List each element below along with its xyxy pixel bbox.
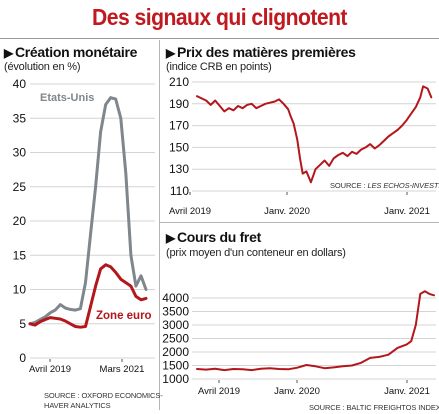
x-tick-label: Avril 2019 [169, 206, 211, 217]
page-title: Des signaux qui clignotent [92, 4, 347, 30]
panel-divider [159, 40, 160, 410]
x-tick-label: Avril 2019 [198, 386, 240, 397]
y-tick-label: 110 [170, 184, 189, 198]
y-tick-label: 40 [13, 77, 27, 91]
y-tick-label: 15 [13, 248, 27, 262]
series-label-zone-euro: Zone euro [96, 310, 152, 322]
left-title-text: Création monétaire [14, 44, 138, 60]
bottom-right-source: SOURCE : BALTIC FREIGHTOS INDEX [309, 403, 439, 412]
y-tick-label: 30 [13, 146, 27, 160]
bottom-right-panel-title: ▶ Cours du fret [166, 229, 261, 245]
y-tick-label: 2000 [162, 345, 189, 359]
y-tick-label: 2500 [162, 332, 189, 346]
x-tick-label: Janv. 2020 [274, 386, 320, 397]
y-tick-label: 10 [13, 283, 27, 297]
right-divider [160, 222, 439, 223]
y-tick-label: 210 [169, 75, 189, 89]
left-panel-subtitle: (évolution en %) [4, 61, 81, 73]
top-right-source: SOURCE : LES ECHOS-INVESTIR [330, 181, 439, 190]
x-tick-label: Mars 2021 [100, 364, 145, 375]
left-source-line1: SOURCE : OXFORD ECONOMICS- [44, 391, 163, 400]
bottom-right-title-text: Cours du fret [176, 229, 261, 245]
x-tick-label: Janv. 2021 [384, 206, 430, 217]
top-right-title-text: Prix des matières premières [176, 44, 356, 60]
series-label-etats-unis: Etats-Unis [40, 92, 94, 104]
y-tick-label: 3500 [162, 305, 189, 319]
y-tick-label: 170 [169, 119, 189, 133]
series-line-etats-unis [28, 96, 148, 326]
top-right-source-prefix: SOURCE : [330, 181, 368, 190]
left-source-line2: HAVER ANALYTICS [44, 401, 111, 410]
series-line-zone-euro [28, 263, 148, 329]
top-right-source-name: LES ECHOS-INVESTIR [367, 181, 439, 190]
y-tick-label: 4000 [162, 291, 189, 305]
x-tick-label: Janv. 2021 [384, 386, 430, 397]
left-panel-title: ▶ Création monétaire [4, 44, 137, 60]
series-line-baltic-freightos-index [196, 290, 435, 372]
top-right-panel-subtitle: (indice CRB en points) [166, 61, 272, 73]
y-tick-label: 1500 [162, 359, 189, 373]
title-rule [0, 38, 439, 39]
bottom-right-panel-subtitle: (prix moyen d'un conteneur en dollars) [166, 247, 346, 259]
y-tick-label: 35 [13, 111, 27, 125]
series-line-indice-crb [196, 85, 433, 184]
y-tick-label: 150 [169, 140, 189, 154]
y-tick-label: 20 [13, 214, 27, 228]
play-triangle-icon: ▶ [4, 46, 13, 60]
y-tick-label: 190 [169, 97, 189, 111]
play-triangle-icon: ▶ [166, 46, 175, 60]
y-tick-label: 5 [19, 317, 26, 331]
y-tick-label: 0 [19, 351, 26, 365]
y-tick-label: 130 [169, 162, 189, 176]
y-tick-label: 3000 [162, 318, 189, 332]
y-tick-label: 1000 [162, 372, 189, 386]
x-tick-label: Avril 2019 [29, 364, 71, 375]
play-triangle-icon: ▶ [166, 231, 175, 245]
x-tick-label: Janv. 2020 [264, 206, 310, 217]
y-tick-label: 25 [13, 180, 27, 194]
top-right-panel-title: ▶ Prix des matières premières [166, 44, 356, 60]
